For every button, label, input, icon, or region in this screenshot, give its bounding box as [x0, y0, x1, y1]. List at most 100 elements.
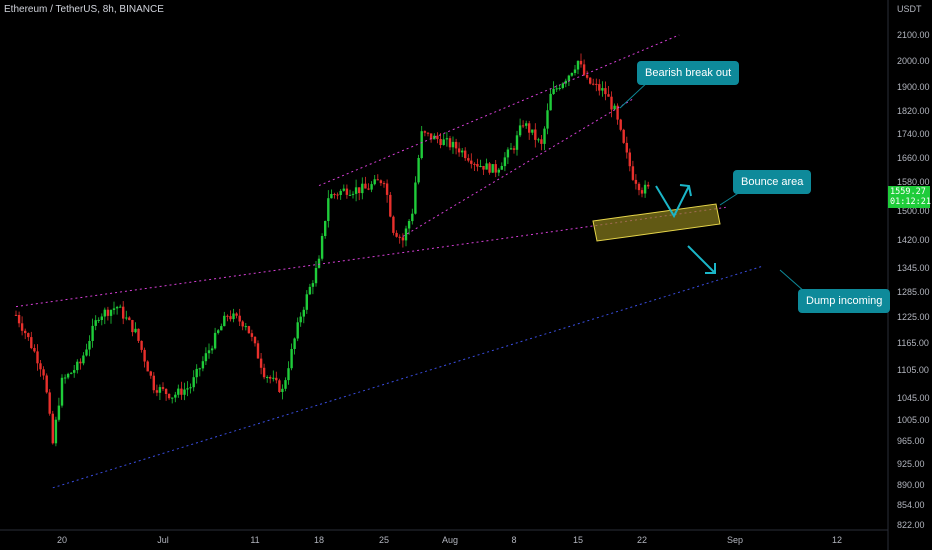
candle-body	[336, 194, 339, 196]
candle-body	[302, 309, 305, 317]
candle-body	[607, 94, 610, 97]
candle-body	[223, 315, 226, 327]
candle-body	[555, 88, 558, 90]
y-tick-label: 1740.00	[897, 129, 930, 139]
candle-body	[137, 328, 140, 341]
x-tick-label: 8	[511, 535, 516, 545]
candle-body	[210, 348, 214, 351]
candle-body	[579, 60, 583, 65]
candle-body	[109, 310, 113, 316]
candle-body	[379, 180, 383, 184]
candle-body	[512, 148, 516, 150]
candle-body	[106, 309, 110, 316]
candle-body	[128, 317, 131, 321]
y-tick-label: 1005.00	[897, 415, 930, 425]
candle-body	[82, 355, 85, 364]
candle-body	[66, 373, 70, 378]
y-tick-label: 890.00	[897, 480, 925, 490]
y-tick-label: 1420.00	[897, 235, 930, 245]
candle-body	[373, 179, 376, 185]
candle-body	[85, 349, 88, 356]
x-tick-label: Jul	[157, 535, 169, 545]
dump-callout[interactable]: Dump incoming	[798, 289, 891, 313]
candle-body	[534, 129, 537, 140]
candle-body	[445, 138, 449, 140]
dump-arrow	[687, 245, 716, 274]
candle-body	[528, 123, 531, 133]
candle-body	[420, 131, 423, 158]
candle-body	[284, 380, 287, 389]
candle-body	[320, 236, 324, 259]
candle-body	[70, 372, 73, 374]
candle-body	[158, 387, 162, 393]
candle-body	[269, 377, 272, 379]
candle-body	[103, 309, 106, 317]
candle-body	[503, 157, 507, 167]
y-axis-ticks: 2100.00 2000.00 1900.00 1820.00 1740.00 1660.…	[897, 30, 930, 530]
trendline-channel-upper[interactable]	[318, 34, 680, 187]
candle-body	[134, 328, 137, 333]
candle-body	[100, 316, 103, 320]
candle-body	[189, 387, 192, 389]
candle-body	[97, 319, 100, 321]
bounce-arrow	[655, 185, 690, 219]
last-price-badge: 1559.27 01:12:21	[888, 186, 931, 208]
candle-body	[272, 377, 275, 379]
candle-body	[54, 419, 58, 444]
y-tick-label: 1105.00	[897, 365, 929, 375]
candle-body	[439, 139, 442, 145]
candle-body	[589, 77, 592, 84]
candle-body	[364, 183, 367, 189]
bounce-zone[interactable]	[592, 203, 721, 242]
candle-body	[42, 369, 45, 376]
candle-body	[339, 190, 342, 195]
y-tick-label: 1500.00	[897, 206, 930, 216]
x-tick-label: Sep	[727, 535, 743, 545]
candle-body	[509, 148, 513, 150]
bar-countdown: 01:12:21	[890, 197, 931, 207]
candle-body	[482, 166, 485, 170]
candle-body	[30, 337, 33, 349]
candle-body	[414, 182, 417, 214]
y-tick-label: 965.00	[897, 436, 925, 446]
candle-body	[473, 163, 476, 165]
candle-body	[14, 314, 18, 316]
candle-body	[201, 361, 205, 369]
candle-body	[476, 164, 479, 167]
candle-body	[232, 313, 235, 320]
candle-body	[461, 150, 464, 153]
candle-body	[152, 375, 155, 391]
y-tick-label: 1820.00	[897, 106, 930, 116]
candle-body	[567, 75, 571, 81]
x-tick-label: 22	[637, 535, 647, 545]
candle-body	[308, 286, 312, 295]
candle-body	[94, 320, 97, 326]
candle-body	[119, 306, 122, 308]
candle-body	[454, 141, 458, 149]
x-tick-label: 15	[573, 535, 583, 545]
candle-body	[275, 377, 278, 381]
candle-body	[592, 83, 595, 85]
candle-body	[457, 148, 461, 153]
candle-body	[564, 80, 567, 84]
candle-body	[39, 363, 42, 370]
candle-body	[451, 141, 455, 148]
bearish-callout[interactable]: Bearish break out	[637, 61, 740, 85]
y-tick-label: 1900.00	[897, 82, 930, 92]
bounce-callout[interactable]: Bounce area	[733, 170, 812, 194]
candle-body	[423, 131, 427, 133]
candle-body	[601, 88, 604, 91]
candle-body	[122, 306, 125, 319]
candle-body	[305, 294, 308, 310]
candle-body	[198, 368, 201, 370]
candle-body	[171, 397, 174, 399]
trendline-long-support[interactable]	[52, 265, 763, 489]
candle-body	[573, 69, 577, 73]
y-tick-label: 1045.00	[897, 393, 930, 403]
candle-body	[392, 216, 395, 233]
candle-body	[613, 105, 616, 110]
candle-body	[389, 194, 392, 217]
candle-body	[637, 183, 641, 191]
candle-body	[598, 84, 601, 91]
